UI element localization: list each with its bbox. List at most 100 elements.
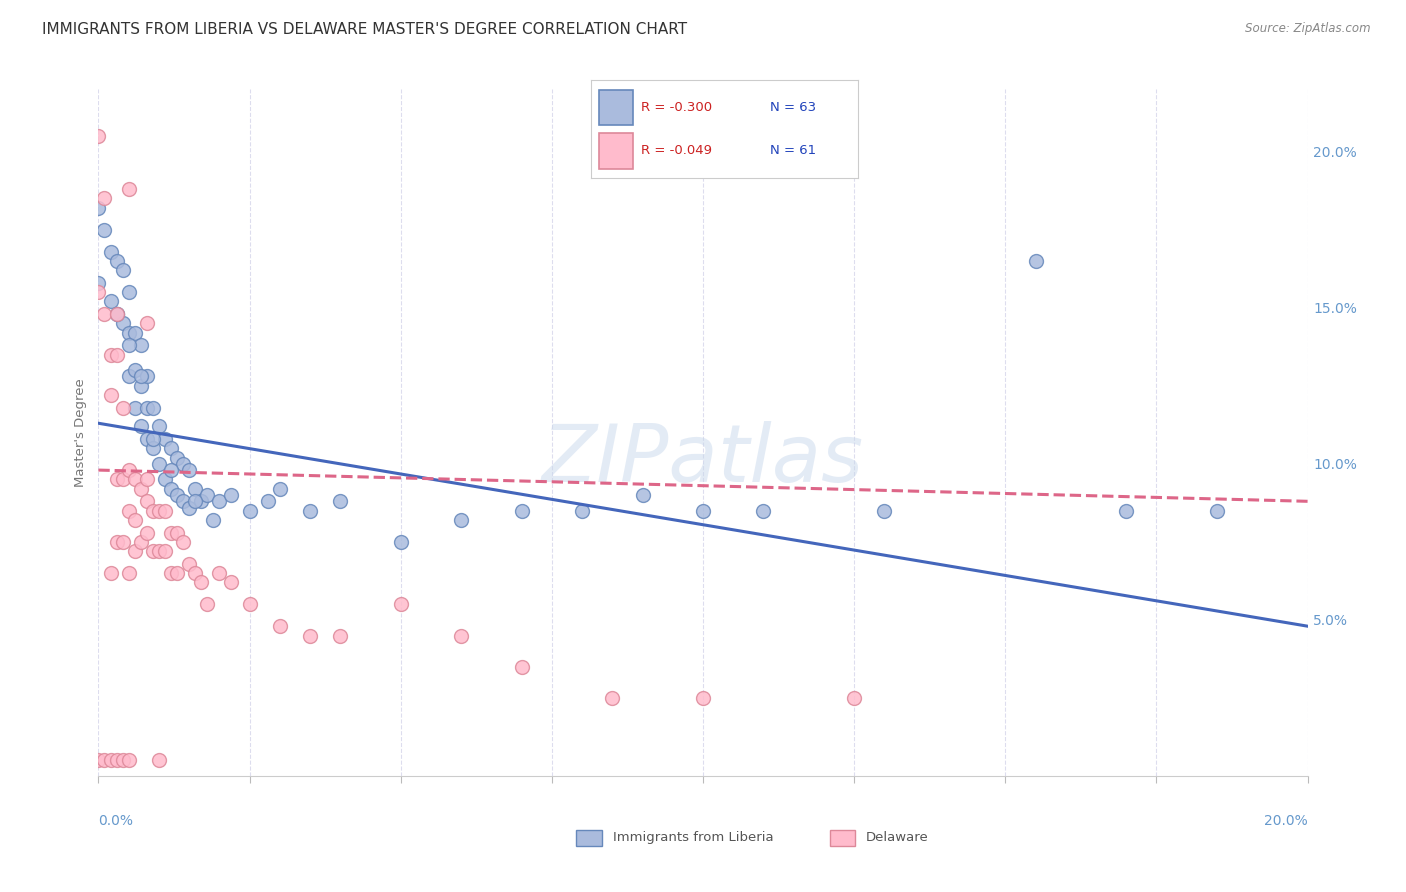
Point	[142, 432, 165, 446]
Point	[118, 753, 141, 767]
Point	[190, 575, 212, 590]
Point	[105, 534, 128, 549]
Point	[87, 285, 110, 299]
Point	[208, 566, 231, 580]
Point	[105, 307, 128, 321]
Point	[118, 369, 141, 384]
Point	[202, 513, 225, 527]
Point	[389, 534, 412, 549]
Text: N = 63: N = 63	[769, 102, 815, 114]
Point	[844, 690, 866, 705]
Point	[142, 503, 165, 517]
Point	[100, 244, 122, 259]
Point	[190, 494, 212, 508]
Point	[105, 253, 128, 268]
Point	[153, 432, 176, 446]
Point	[100, 388, 122, 402]
Point	[221, 488, 243, 502]
Point	[129, 338, 152, 352]
Point	[160, 525, 183, 540]
Point	[129, 534, 152, 549]
Point	[87, 753, 110, 767]
Point	[111, 316, 134, 330]
Point	[93, 191, 115, 205]
Point	[118, 338, 141, 352]
Text: ZIPatlas: ZIPatlas	[541, 421, 865, 500]
Point	[752, 503, 775, 517]
Point	[631, 488, 654, 502]
Point	[118, 182, 141, 196]
Point	[329, 494, 352, 508]
Point	[118, 326, 141, 340]
Point	[160, 566, 183, 580]
Point	[118, 503, 141, 517]
Point	[105, 347, 128, 362]
Point	[172, 534, 194, 549]
Point	[87, 276, 110, 290]
Point	[184, 494, 207, 508]
Point	[221, 575, 243, 590]
Point	[135, 525, 157, 540]
Point	[148, 419, 170, 434]
Point	[602, 690, 624, 705]
Point	[1024, 253, 1046, 268]
Point	[184, 482, 207, 496]
Point	[142, 441, 165, 455]
Point	[172, 457, 194, 471]
Point	[118, 285, 141, 299]
Point	[118, 566, 141, 580]
Point	[239, 598, 262, 612]
Point	[124, 472, 146, 486]
Point	[142, 544, 165, 558]
Point	[166, 525, 188, 540]
Point	[172, 494, 194, 508]
Point	[299, 628, 322, 642]
Point	[389, 598, 412, 612]
Point	[269, 482, 291, 496]
Point	[195, 598, 218, 612]
Point	[124, 544, 146, 558]
Point	[135, 316, 157, 330]
Point	[100, 347, 122, 362]
Point	[129, 419, 152, 434]
Bar	[599, 90, 633, 126]
Text: R = -0.049: R = -0.049	[641, 145, 713, 157]
Bar	[599, 133, 633, 169]
Text: Delaware: Delaware	[866, 831, 929, 844]
Point	[450, 513, 472, 527]
Y-axis label: Master's Degree: Master's Degree	[75, 378, 87, 487]
Point	[124, 401, 146, 415]
Point	[100, 753, 122, 767]
Point	[135, 401, 157, 415]
Point	[129, 369, 152, 384]
Text: 20.0%: 20.0%	[1264, 814, 1308, 828]
Point	[124, 513, 146, 527]
Point	[148, 457, 170, 471]
Point	[873, 503, 896, 517]
Point	[100, 294, 122, 309]
Point	[1206, 503, 1229, 517]
Point	[135, 472, 157, 486]
Point	[450, 628, 472, 642]
Point	[135, 432, 157, 446]
Point	[299, 503, 322, 517]
Point	[124, 363, 146, 377]
Point	[93, 753, 115, 767]
Point	[148, 753, 170, 767]
Point	[179, 557, 201, 571]
Text: Immigrants from Liberia: Immigrants from Liberia	[613, 831, 773, 844]
Point	[111, 753, 134, 767]
Point	[105, 307, 128, 321]
Point	[510, 503, 533, 517]
Point	[93, 307, 115, 321]
Point	[153, 544, 176, 558]
Point	[195, 488, 218, 502]
Text: IMMIGRANTS FROM LIBERIA VS DELAWARE MASTER'S DEGREE CORRELATION CHART: IMMIGRANTS FROM LIBERIA VS DELAWARE MAST…	[42, 22, 688, 37]
Point	[135, 494, 157, 508]
Point	[269, 619, 291, 633]
Point	[111, 401, 134, 415]
Point	[239, 503, 262, 517]
Point	[100, 566, 122, 580]
Point	[111, 263, 134, 277]
Point	[160, 463, 183, 477]
